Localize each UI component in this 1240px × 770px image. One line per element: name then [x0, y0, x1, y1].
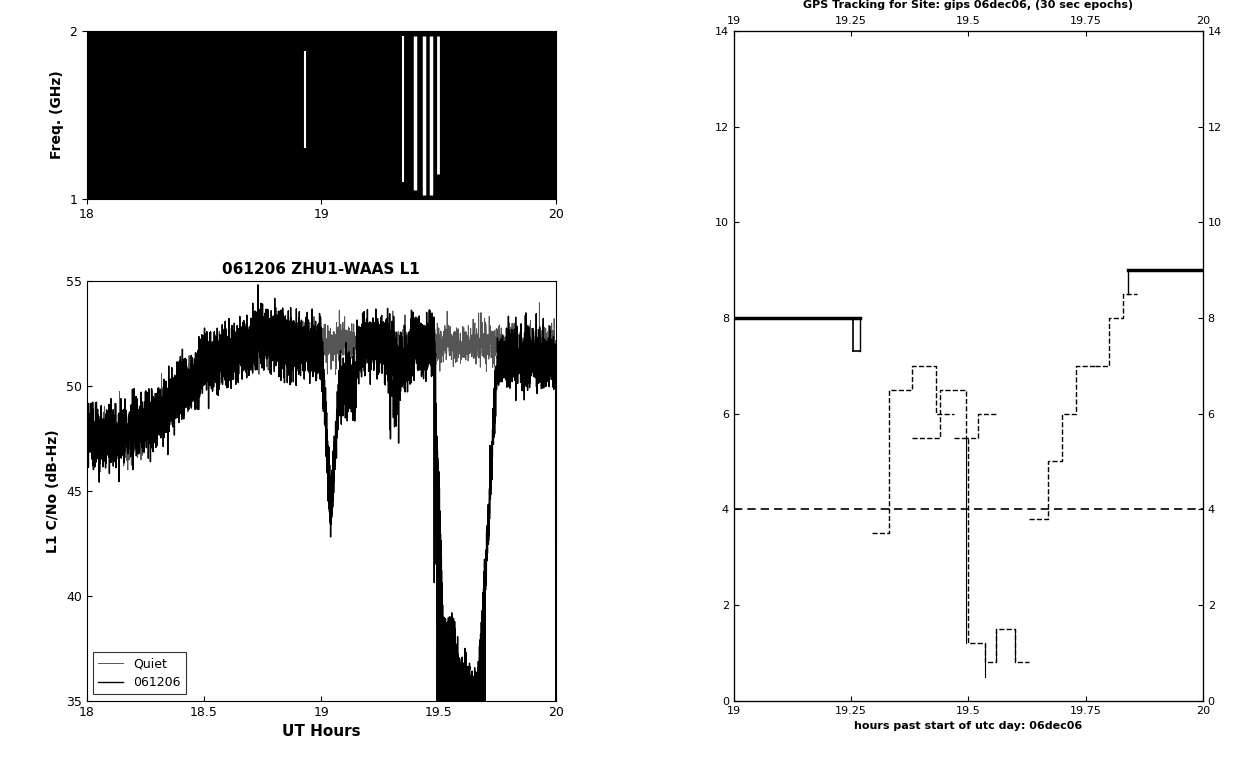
- Quiet: [259, 362, 274, 371]
- 061206: [430, 696, 445, 705]
- X-axis label: hours past start of utc day: 06dec06: hours past start of utc day: 06dec06: [854, 721, 1083, 731]
- 061206: [188, 349, 203, 358]
- Title: GPS Tracking for Site: gips 06dec06, (30 sec epochs): GPS Tracking for Site: gips 06dec06, (30…: [804, 0, 1133, 9]
- X-axis label: UT Hours: UT Hours: [281, 724, 361, 739]
- Quiet: [280, 341, 295, 350]
- Legend: Quiet, 061206: Quiet, 061206: [93, 652, 186, 695]
- Quiet: [133, 445, 148, 454]
- 061206: [79, 414, 94, 424]
- Quiet: [489, 334, 503, 343]
- Quiet: [161, 390, 176, 400]
- Title: 061206 ZHU1-WAAS L1: 061206 ZHU1-WAAS L1: [222, 262, 420, 277]
- Quiet: [79, 422, 94, 431]
- Line: 061206: 061206: [87, 285, 556, 701]
- 061206: [290, 339, 305, 348]
- Line: Quiet: Quiet: [87, 303, 556, 470]
- 061206: [193, 383, 208, 393]
- Y-axis label: L1 C/No (dB-Hz): L1 C/No (dB-Hz): [46, 429, 61, 553]
- Quiet: [539, 333, 554, 342]
- Quiet: [532, 298, 547, 307]
- Quiet: [548, 465, 563, 474]
- Y-axis label: Freq. (GHz): Freq. (GHz): [50, 70, 63, 159]
- Quiet: [120, 465, 135, 474]
- 061206: [548, 696, 563, 705]
- 061206: [191, 346, 206, 355]
- 061206: [250, 280, 265, 290]
- 061206: [257, 345, 272, 354]
- 061206: [544, 363, 559, 372]
